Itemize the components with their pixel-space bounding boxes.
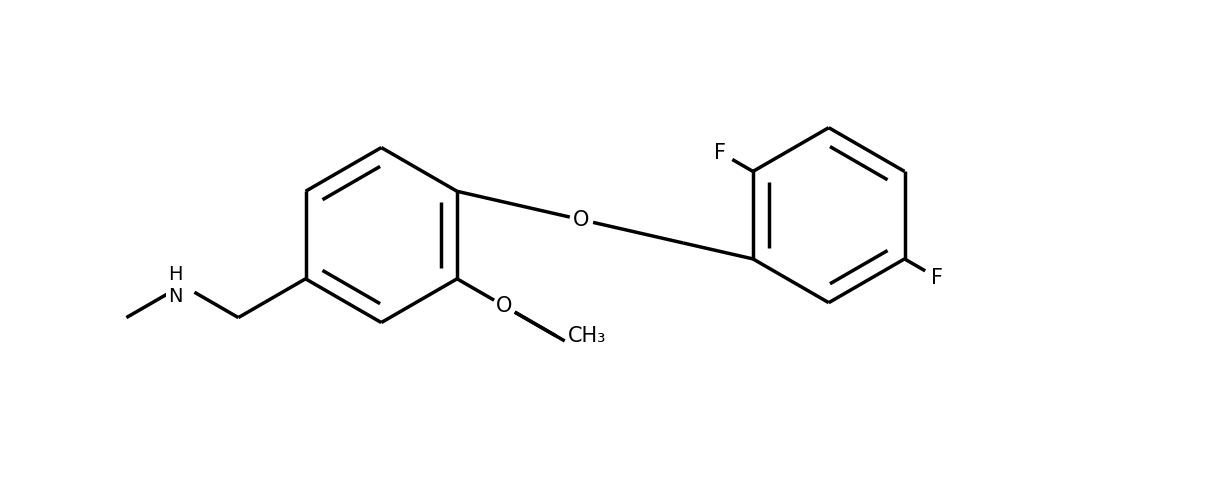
Text: F: F (931, 268, 943, 288)
Text: O: O (573, 210, 590, 230)
Text: O: O (496, 296, 513, 316)
Text: H
N: H N (167, 265, 182, 306)
Text: F: F (714, 143, 726, 163)
Text: CH₃: CH₃ (568, 326, 606, 346)
